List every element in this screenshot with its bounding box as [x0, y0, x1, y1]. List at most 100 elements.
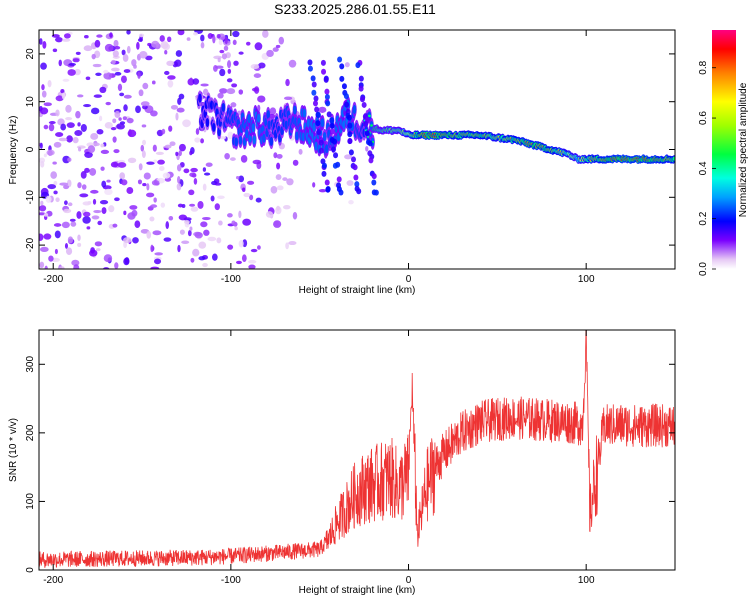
spectrogram-cell [54, 248, 58, 255]
spectrogram-cell [53, 223, 62, 227]
spectrogram-cell [96, 129, 104, 135]
spectrogram-cell [265, 211, 274, 218]
spectrogram-cell [117, 162, 127, 168]
spectrogram-cell [76, 211, 82, 219]
spectrogram-cell [200, 34, 205, 42]
spectrogram-cell [127, 157, 137, 164]
spectrogram-cell [361, 101, 367, 108]
spectrogram-cell [272, 47, 279, 52]
spectrogram-cell [66, 179, 72, 188]
spectrogram-cell [123, 94, 132, 99]
spectrogram-cell [53, 190, 58, 195]
bottom-ytick-label: 200 [25, 424, 36, 441]
spectrogram-cell [122, 54, 129, 62]
spectrogram-cell [212, 122, 216, 132]
spectrogram-cell [114, 71, 122, 76]
spectrogram-cell [178, 143, 186, 152]
spectrogram-cell [288, 240, 297, 246]
spectrogram-cell [60, 123, 67, 131]
spectrogram-cell [346, 114, 352, 121]
spectrogram-cell [188, 189, 195, 196]
spectrogram-cell [61, 92, 66, 100]
spectrogram-cell [226, 88, 236, 95]
spectrogram-cell [105, 101, 111, 106]
spectrogram-cell [217, 57, 221, 63]
spectrogram-cell [333, 152, 339, 159]
spectrogram-cell [214, 203, 220, 211]
spectrogram-cell [217, 92, 224, 99]
spectrogram-cell [43, 233, 52, 240]
spectrogram-cell [91, 53, 96, 60]
spectrogram-cell [223, 45, 229, 51]
spectrogram-cell [338, 189, 344, 196]
spectrogram-cell [54, 37, 63, 43]
spectrogram-cell [67, 157, 72, 162]
spectrogram-cell [321, 170, 327, 177]
spectrogram-cell [123, 69, 131, 73]
spectrogram-cell [161, 128, 166, 135]
bottom-ytick-label: 0 [25, 567, 36, 573]
bottom-y-axis-label: SNR (10 * v/v) [8, 418, 19, 482]
top-xtick-label: 0 [406, 274, 412, 285]
spectrogram-cell [250, 63, 260, 70]
spectrogram-cell [118, 117, 122, 121]
spectrogram-cell [77, 122, 81, 127]
bottom-y-axis: 0 100 200 300 [25, 356, 675, 573]
spectrogram-cell [46, 149, 55, 156]
spectrogram-cell [293, 105, 297, 115]
spectrogram-cell [302, 108, 307, 118]
spectrogram-cell [117, 83, 123, 92]
spectrogram-cell [85, 76, 91, 81]
spectrogram-cell [276, 185, 284, 191]
spectrogram-cell [73, 264, 80, 269]
spectrogram-cell [164, 144, 172, 149]
spectrogram-cell [93, 209, 102, 214]
spectrogram-cell [155, 151, 164, 155]
spectrogram-cell [106, 179, 111, 183]
spectrogram-cell [177, 30, 185, 36]
spectrogram-cell [311, 81, 317, 88]
spectrogram-cell [111, 67, 120, 72]
spectrogram-cell [63, 185, 70, 190]
spectrogram-cell [202, 183, 207, 191]
spectrogram-cell [186, 37, 191, 41]
spectrogram-cell [77, 182, 82, 189]
spectrogram-cell [81, 184, 87, 190]
colorbar-tick-label: 0.8 [698, 60, 709, 74]
spectrogram-cell [192, 78, 200, 85]
spectrogram-cell [204, 172, 211, 176]
spectrogram-cell [249, 194, 254, 201]
spectrogram-cell [269, 107, 277, 116]
spectrogram-cell [274, 221, 279, 227]
spectrogram-cell [219, 88, 228, 94]
spectrogram-cell [145, 55, 153, 61]
spectrogram-cell [210, 195, 215, 202]
spectrogram-cell [83, 211, 91, 217]
spectrogram-cell [301, 132, 306, 142]
spectrogram-cell [241, 254, 247, 262]
spectrogram-cell [39, 205, 47, 212]
spectrogram-cell [77, 234, 81, 242]
spectrogram-cell [257, 104, 261, 112]
spectrogram-cell [112, 136, 117, 143]
spectrogram-cell [87, 145, 96, 154]
spectrogram-cell [322, 131, 327, 142]
spectrogram-cell [47, 184, 57, 190]
top-ytick-label: 0 [25, 146, 36, 152]
spectrogram-cell [39, 233, 44, 241]
spectrogram-cell [100, 166, 105, 171]
spectrogram-cell [103, 72, 113, 80]
spectrogram-cell [216, 237, 222, 244]
spectrogram-cell [325, 100, 331, 107]
spectrogram-cell [348, 149, 354, 156]
spectrogram-cell [47, 80, 52, 88]
spectrogram-cell [111, 59, 116, 65]
spectrogram-cell [119, 172, 126, 180]
spectrogram-cell [94, 39, 101, 48]
spectrogram-cell [221, 102, 226, 112]
spectrogram-cell [93, 142, 100, 147]
spectrogram-cell [138, 33, 145, 38]
spectrogram-cell [282, 177, 288, 181]
spectrogram-cell [339, 63, 345, 70]
spectrogram-cell [262, 30, 269, 38]
